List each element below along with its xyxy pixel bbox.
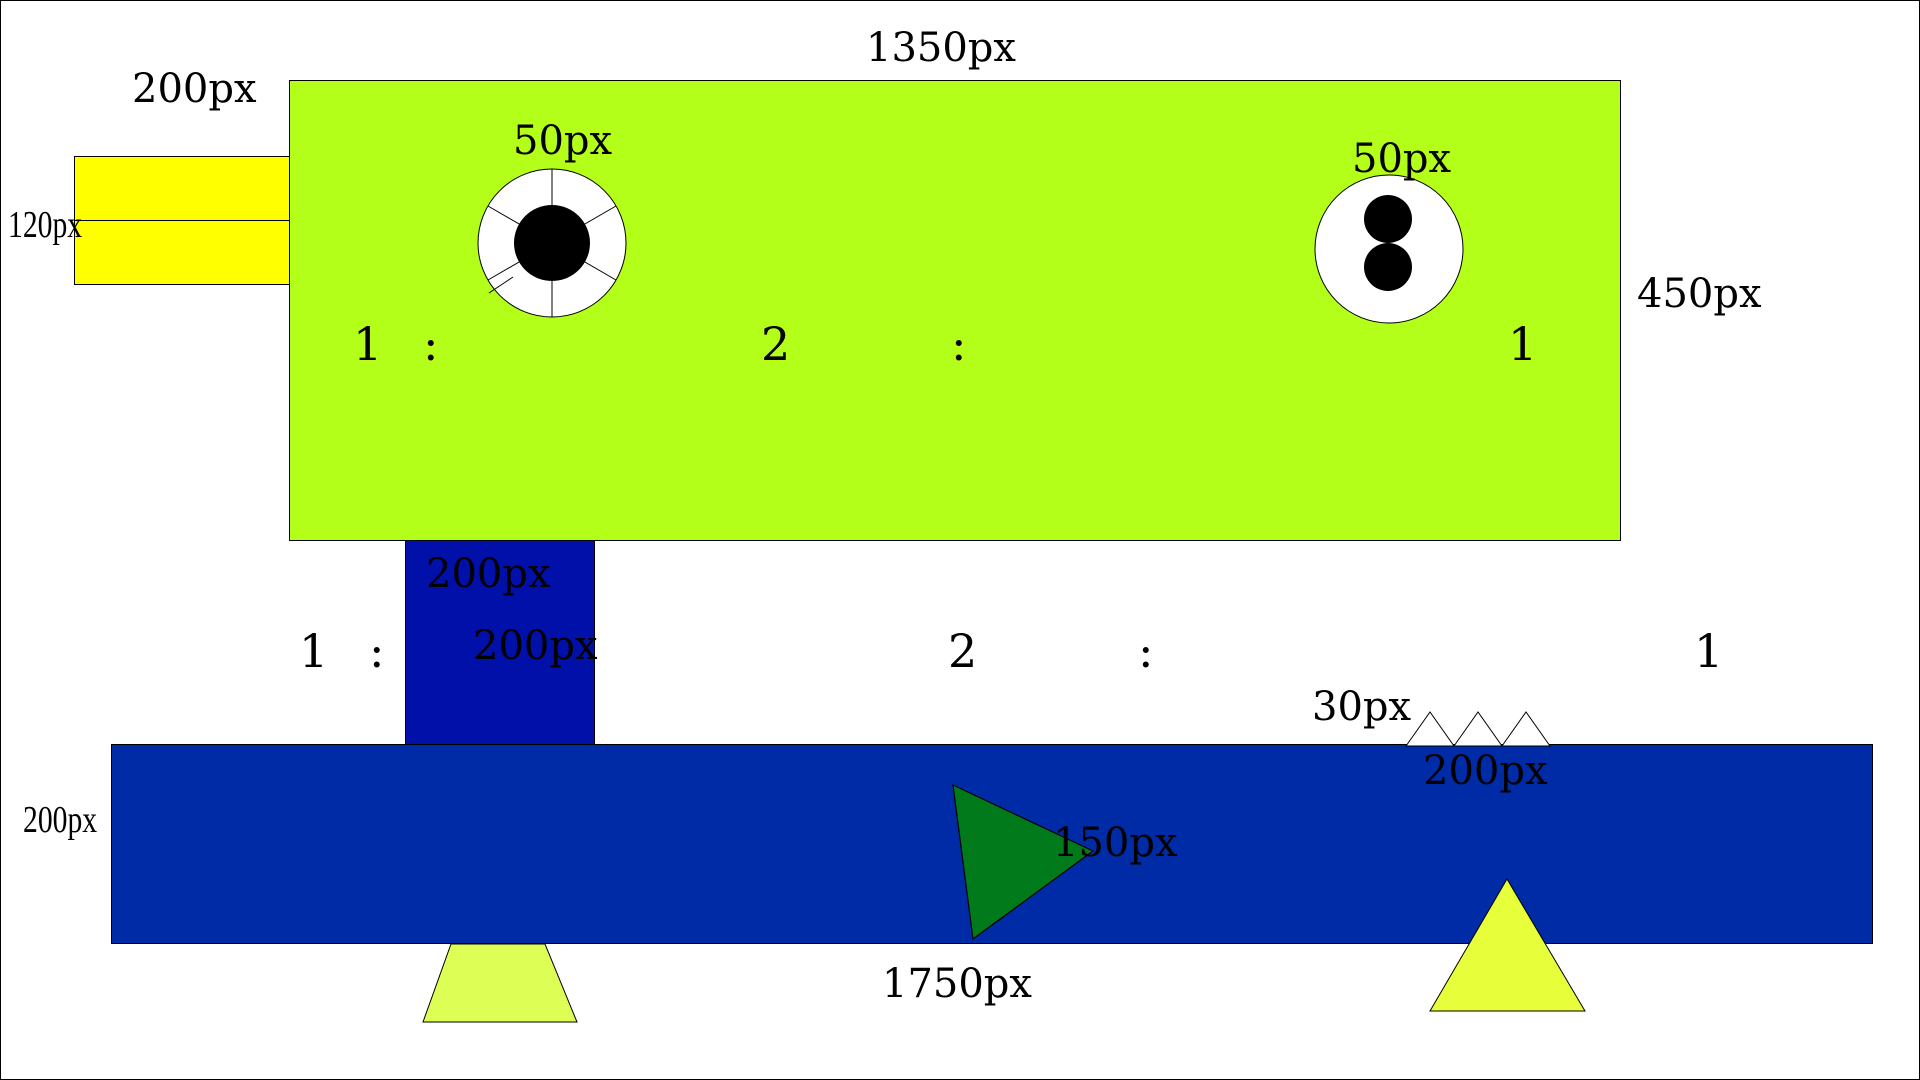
trapezoid-support-icon [422, 943, 578, 1023]
column-block [405, 540, 595, 745]
ratio-top-item: 2 [761, 317, 791, 371]
ratio-bottom-item: 1 [1694, 624, 1724, 678]
triangle-size-label: 150px [1053, 820, 1178, 866]
triangle-teeth-icon [1405, 711, 1551, 747]
teeth-height-label: 30px [1312, 684, 1412, 730]
ratio-top-item: 1 [353, 317, 383, 371]
ratio-bottom-item: : [369, 624, 385, 678]
right-eye-label: 50px [1352, 136, 1452, 182]
tab-height-label: 120px [8, 204, 83, 246]
triangle-support-icon [1429, 878, 1586, 1012]
bottom-width-label: 1750px [882, 961, 1032, 1007]
eye-with-spokes-icon [477, 168, 627, 318]
bottom-height-label: 200px [23, 799, 98, 841]
teeth-width-label: 200px [1423, 748, 1548, 794]
top-height-label: 450px [1637, 271, 1762, 317]
ratio-bottom-item: 2 [948, 624, 978, 678]
column-height-label: 200px [473, 623, 598, 669]
tab-width-label: 200px [132, 66, 257, 112]
ratio-bottom-item: : [1138, 624, 1154, 678]
ratio-bottom-item: 1 [299, 624, 329, 678]
eye-with-two-dots-icon [1314, 174, 1464, 324]
column-width-label: 200px [426, 551, 551, 597]
side-tab-divider [74, 220, 290, 221]
left-eye-label: 50px [513, 118, 613, 164]
ratio-top-item: : [951, 317, 967, 371]
ratio-top-item: 1 [1508, 317, 1538, 371]
top-width-label: 1350px [866, 25, 1016, 71]
play-triangle-icon [952, 783, 1095, 941]
ratio-top-item: : [423, 317, 439, 371]
